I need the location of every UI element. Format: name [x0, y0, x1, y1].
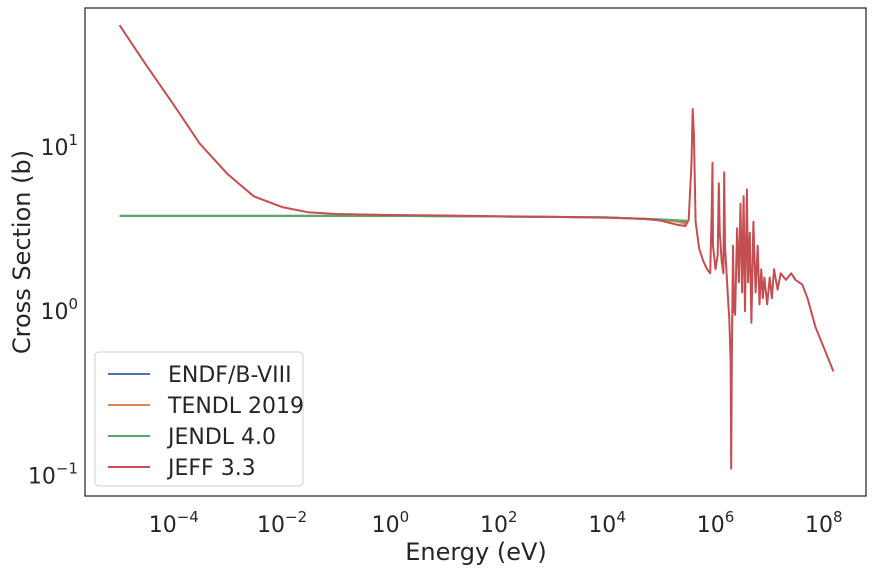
- y-tick-label: 101: [40, 131, 78, 161]
- x-tick-label: 106: [697, 508, 735, 538]
- legend-entries: ENDF/B-VIII TENDL 2019 JENDL 4.0 JEFF 3.3: [108, 363, 304, 481]
- legend-label: JENDL 4.0: [166, 425, 276, 450]
- y-tick-label: 10−1: [28, 460, 78, 490]
- legend-label: JEFF 3.3: [166, 456, 256, 481]
- legend-label: TENDL 2019: [167, 394, 304, 419]
- legend: ENDF/B-VIII TENDL 2019 JENDL 4.0 JEFF 3.3: [94, 351, 304, 487]
- x-tick-label: 10−2: [257, 508, 307, 538]
- x-tick-label: 108: [805, 508, 843, 538]
- y-tick-label: 100: [40, 295, 78, 325]
- x-tick-label: 10−4: [149, 508, 199, 538]
- legend-label: ENDF/B-VIII: [168, 363, 292, 388]
- series-line-jeff-3-3: [118, 24, 835, 470]
- x-axis-title: Energy (eV): [405, 538, 547, 566]
- legend-box: [94, 351, 304, 487]
- y-tick-labels: 10−1 100 101: [28, 131, 78, 490]
- series-layer: [118, 24, 835, 470]
- x-tick-label: 102: [480, 508, 518, 538]
- x-tick-label: 100: [372, 508, 410, 538]
- x-tick-labels: 10−4 10−2 100 102 104 106 108: [149, 508, 843, 538]
- x-tick-label: 104: [588, 508, 626, 538]
- y-axis-title: Cross Section (b): [8, 150, 36, 354]
